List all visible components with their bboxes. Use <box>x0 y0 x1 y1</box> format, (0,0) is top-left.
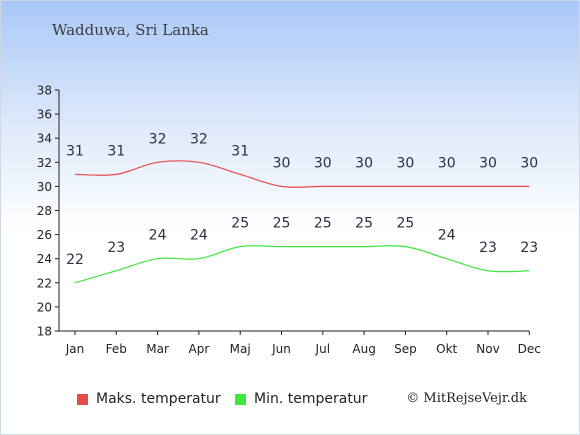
copyright-text: © MitRejseVejr.dk <box>406 391 527 406</box>
data-label-max: 30 <box>314 155 332 171</box>
y-tick-label: 32 <box>37 156 52 170</box>
x-tick-label: Jan <box>65 342 85 356</box>
x-tick-label: Maj <box>230 342 251 356</box>
y-tick-label: 22 <box>37 276 52 290</box>
legend-min-swatch <box>235 393 246 405</box>
legend-min-label: Min. temperatur <box>254 391 368 407</box>
data-label-min: 24 <box>190 228 208 244</box>
data-label-min: 25 <box>314 216 332 232</box>
x-tick-label: Nov <box>476 342 499 356</box>
x-tick-label: Mar <box>146 342 169 356</box>
data-label-max: 31 <box>231 143 249 159</box>
x-tick-label: Jul <box>315 342 330 356</box>
y-tick-label: 36 <box>37 108 52 122</box>
data-label-min: 25 <box>231 216 249 232</box>
data-label-max: 30 <box>520 155 538 171</box>
data-label-min: 24 <box>149 228 167 244</box>
chart-title: Wadduwa, Sri Lanka <box>52 21 209 39</box>
data-label-min: 25 <box>355 216 373 232</box>
data-label-min: 24 <box>438 228 456 244</box>
x-tick-label: Feb <box>106 342 127 356</box>
data-label-max: 32 <box>149 131 167 147</box>
data-label-min: 25 <box>396 216 414 232</box>
legend-min: Min. temperatur <box>235 391 367 407</box>
y-tick-label: 24 <box>37 252 52 266</box>
y-tick-label: 30 <box>37 180 52 194</box>
y-tick-label: 38 <box>37 84 52 98</box>
data-label-min: 23 <box>520 240 538 256</box>
data-label-min: 23 <box>479 240 497 256</box>
data-label-max: 30 <box>479 155 497 171</box>
legend-max-swatch <box>77 393 88 405</box>
x-tick-label: Sep <box>394 342 417 356</box>
y-tick-label: 34 <box>37 132 52 146</box>
x-tick-label: Apr <box>189 342 210 356</box>
data-label-max: 30 <box>273 155 291 171</box>
data-label-min: 23 <box>107 240 125 256</box>
x-tick-label: Okt <box>436 342 457 356</box>
y-tick-label: 20 <box>37 300 52 314</box>
x-tick-label: Aug <box>352 342 375 356</box>
series-line-max <box>74 160 530 188</box>
x-tick-label: Jun <box>271 342 291 356</box>
data-label-min: 25 <box>273 216 291 232</box>
y-tick-label: 26 <box>37 228 52 242</box>
series-line-min <box>74 245 530 284</box>
data-label-max: 30 <box>355 155 373 171</box>
data-label-max: 31 <box>107 143 125 159</box>
y-tick-label: 18 <box>37 325 52 339</box>
data-label-max: 32 <box>190 131 208 147</box>
data-label-max: 31 <box>66 143 84 159</box>
data-label-max: 30 <box>396 155 414 171</box>
data-label-min: 22 <box>66 252 84 268</box>
x-tick-label: Dec <box>518 342 541 356</box>
legend-max: Maks. temperatur <box>77 391 221 407</box>
y-tick-label: 28 <box>37 204 52 218</box>
legend-max-label: Maks. temperatur <box>96 391 221 407</box>
data-label-max: 30 <box>438 155 456 171</box>
